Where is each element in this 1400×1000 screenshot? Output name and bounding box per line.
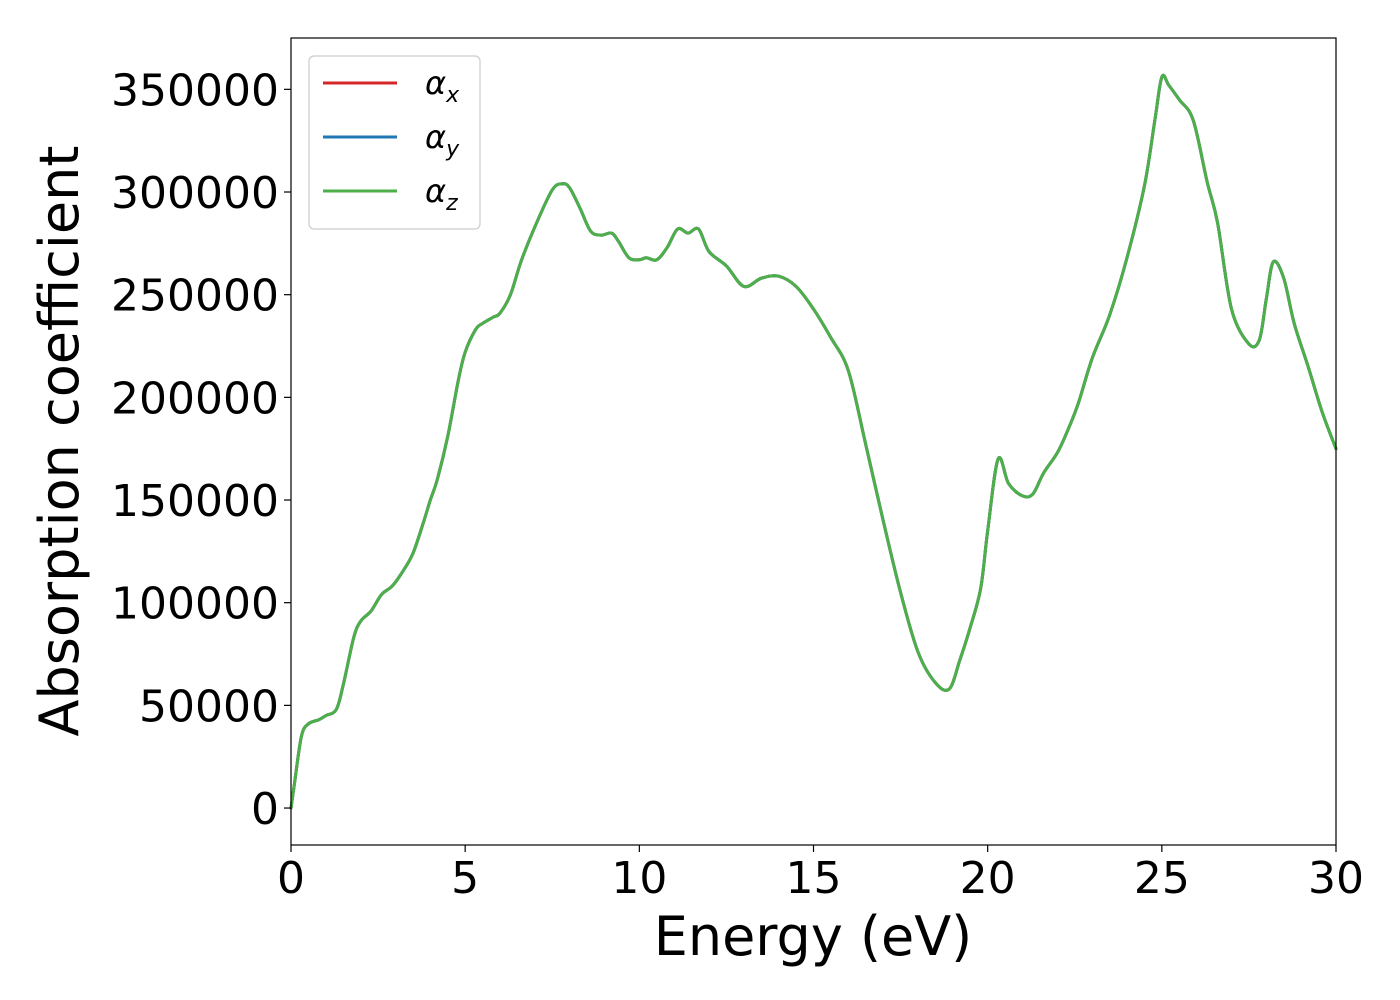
x-tick-label: 15 [786, 853, 842, 904]
legend-label: αz [425, 172, 458, 216]
y-tick-label: 100000 [111, 579, 279, 630]
legend-symbol: α [425, 64, 446, 102]
x-tick-label: 0 [277, 853, 305, 904]
x-tick-label: 5 [451, 853, 479, 904]
legend-label: αy [425, 118, 460, 162]
x-tick-label: 25 [1134, 853, 1190, 904]
x-axis-title: Energy (eV) [654, 905, 973, 968]
x-tick-label: 10 [611, 853, 667, 904]
legend-symbol: α [425, 118, 446, 156]
legend-label: αx [425, 64, 460, 108]
y-axis-title: Absorption coefficient [28, 146, 91, 737]
x-tick-label: 30 [1308, 853, 1364, 904]
y-tick-label: 300000 [111, 168, 279, 219]
series-layer [289, 73, 1338, 810]
series-line-alpha-z [289, 73, 1338, 810]
legend-symbol: α [425, 172, 446, 210]
y-tick-label: 350000 [111, 65, 279, 116]
y-tick-label: 250000 [111, 271, 279, 322]
y-tick-label: 150000 [111, 476, 279, 527]
y-tick-label: 200000 [111, 373, 279, 424]
y-tick-label: 50000 [139, 681, 279, 732]
y-tick-label: 0 [251, 784, 279, 835]
legend-subscript: x [445, 83, 460, 108]
legend-box [308, 55, 481, 230]
x-axis: 0 5 10 15 20 25 30 [277, 845, 1364, 904]
legend-subscript: z [445, 191, 458, 216]
x-tick-label: 20 [960, 853, 1016, 904]
y-axis: 0 50000 100000 150000 200000 250000 300000 3500… [111, 65, 291, 835]
legend-subscript: y [445, 137, 460, 162]
